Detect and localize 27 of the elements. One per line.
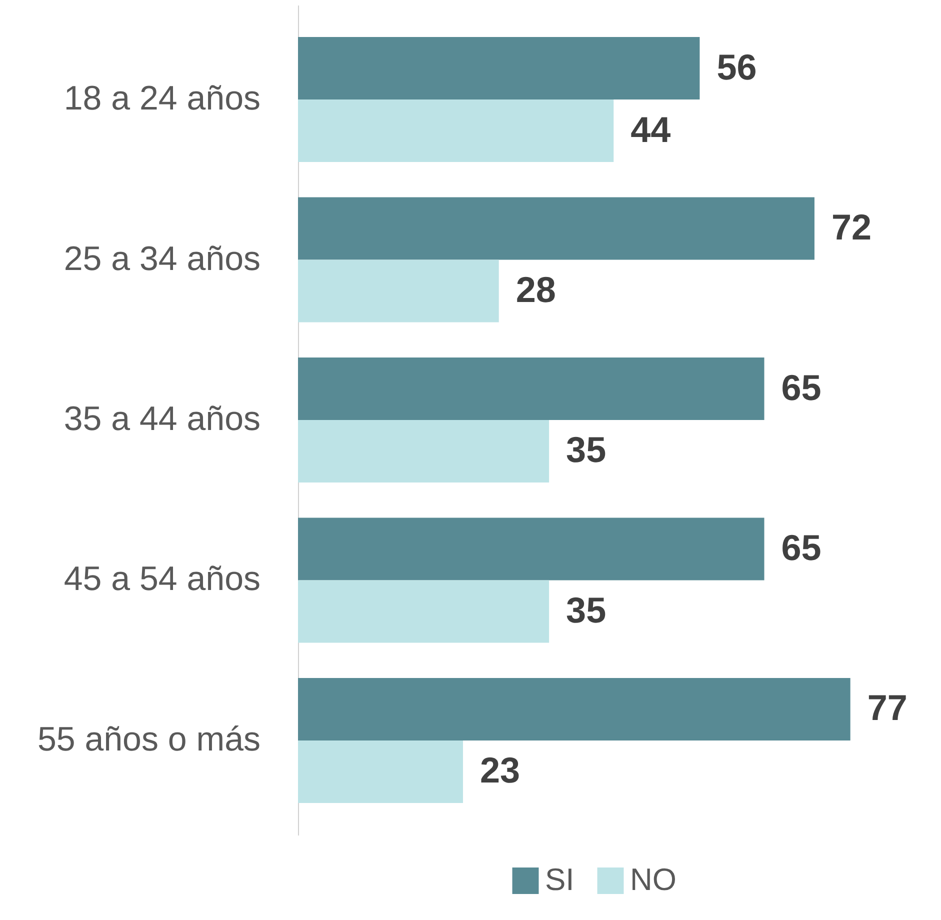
y-tick-label: 18 a 24 años bbox=[64, 80, 260, 118]
bar bbox=[298, 580, 550, 643]
y-tick-label: 35 a 44 años bbox=[64, 400, 260, 438]
legend-label: NO bbox=[630, 862, 676, 897]
bar bbox=[298, 740, 463, 803]
data-label: 23 bbox=[480, 750, 520, 791]
data-label: 35 bbox=[566, 589, 606, 630]
y-tick-label: 55 años o más bbox=[37, 720, 260, 758]
bar bbox=[298, 100, 614, 162]
bar bbox=[298, 420, 550, 482]
legend-label: SI bbox=[545, 862, 574, 897]
data-label: 72 bbox=[831, 206, 872, 248]
bar bbox=[298, 518, 764, 580]
y-tick-label: 25 a 34 años bbox=[64, 240, 260, 278]
bar bbox=[298, 358, 764, 420]
bar bbox=[298, 260, 499, 322]
bar bbox=[298, 197, 814, 260]
data-label: 44 bbox=[630, 108, 671, 150]
data-label: 77 bbox=[867, 687, 908, 728]
bar bbox=[298, 678, 850, 740]
data-label: 65 bbox=[781, 526, 822, 568]
data-label: 65 bbox=[781, 366, 822, 408]
data-label: 28 bbox=[516, 269, 556, 310]
y-tick-label: 45 a 54 años bbox=[64, 560, 260, 598]
data-label: 56 bbox=[716, 46, 757, 88]
data-label: 35 bbox=[566, 429, 606, 470]
bar bbox=[298, 37, 700, 100]
